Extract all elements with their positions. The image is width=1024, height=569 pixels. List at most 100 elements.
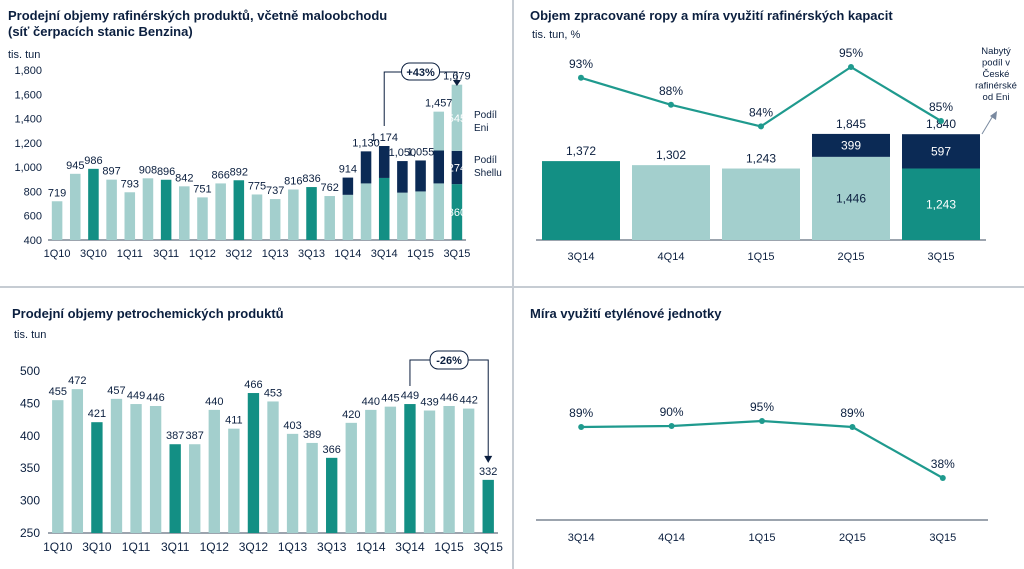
x-tick-label: 3Q15 [929,532,956,544]
bar-value-label: 896 [157,166,175,178]
bar-value-label: 1,457 [425,98,453,110]
segment-label-base: 1,446 [836,191,866,205]
x-tick-label: 3Q11 [153,248,179,260]
bar-base [269,199,281,240]
x-tick-label: 1Q11 [117,248,143,260]
bar-base [433,183,445,240]
x-tick-label: 1Q15 [434,540,464,554]
bar-total-label: 1,302 [656,148,686,162]
utilisation-label: 88% [659,84,683,98]
bar-eni-share [433,111,445,151]
bar-base [215,183,226,240]
y-tick-label: 1,600 [14,89,42,101]
acquisition-note: Nabytý podíl v České rafinérské od Eni [975,46,1017,103]
bar-value [110,398,123,533]
bar-base [722,168,800,240]
bar-shell-share [360,151,372,184]
segment-label-shell: 274 [448,163,466,175]
utilisation-label: 89% [569,406,593,420]
y-tick-label: 450 [20,396,40,410]
bar-value-label: 762 [321,182,339,194]
bar-eni-share [451,84,463,151]
bar-value-label: 897 [102,166,120,178]
y-tick-label: 250 [20,526,40,540]
utilisation-point [848,64,854,70]
y-tick-label: 1,400 [14,114,42,126]
bar-value-label: 389 [303,429,321,441]
bar-eni-acquired [812,133,890,157]
x-tick-label: 4Q14 [658,251,685,263]
bar-value-label: 842 [175,172,193,184]
utilisation-point [758,123,764,130]
growth-badge-text: +43% [406,67,435,79]
bar-shell-share [378,146,390,178]
refinery-sales-chart: 400 600 800 1,000 1,200 1,400 1,600 1,800 719 945… [14,62,502,260]
utilisation-point [939,475,946,481]
bar-value-label: 793 [121,178,139,190]
segment-label-top: 399 [841,138,861,152]
bar-value-label: 453 [264,387,282,399]
bar-value-label: 403 [283,420,301,432]
legend-eni: Podíl Eni [474,110,497,134]
bar-base [902,168,980,240]
x-tick-label: 3Q14 [568,251,595,263]
x-tick-label: 3Q11 [161,540,190,554]
y-tick-label: 500 [20,364,40,378]
bar-value-label: 466 [244,379,262,391]
y-tick-label: 1,200 [14,138,42,150]
x-tick-label: 3Q14 [371,248,398,260]
x-tick-label: 1Q13 [262,248,289,260]
y-tick-label: 800 [24,186,42,198]
bar-value-label: 751 [193,183,211,195]
x-tick-label: 1Q15 [407,248,434,260]
bar-base [397,192,408,240]
decline-badge-text: -26% [436,355,462,367]
crude-processing-title: Objem zpracované ropy a míra využití raf… [530,8,893,23]
refinery-sales-title: Prodejní objemy rafinérských produktů, v… [8,8,508,40]
acquisition-note-arrow [981,113,995,135]
segment-label-base: 1,243 [926,197,956,211]
bar-value-label: 446 [440,392,458,404]
x-tick-label: 3Q13 [298,248,325,260]
bar-value [404,404,416,533]
bar-value-label: 1,130 [352,137,380,149]
bar-value [228,428,240,533]
bar-value-label: 1,050 [389,147,417,159]
bar-value [326,457,338,533]
y-tick-label: 1,800 [14,65,42,77]
bar-value-label: 411 [225,415,243,427]
bar-value-label: 420 [342,409,360,421]
bar-total-label: 1,840 [926,117,956,131]
panel-divider-horizontal [0,286,1024,288]
x-tick-label: 1Q12 [200,540,230,554]
x-tick-label: 1Q13 [278,540,308,554]
bar-value-label: 445 [381,393,399,405]
bar-value [189,444,201,533]
bar-value [365,409,377,533]
x-tick-label: 3Q15 [928,251,955,263]
bar-shell-share [451,150,463,185]
bar-base [342,194,354,240]
bar-value-label: 446 [146,392,164,404]
utilisation-label: 93% [569,57,593,71]
bar-value [267,401,279,533]
utilisation-label: 38% [931,457,955,471]
bar-value [443,405,455,533]
bar-value-label: 455 [49,386,67,398]
x-tick-label: 3Q14 [568,532,595,544]
utilisation-line [581,419,944,479]
panel-divider-vertical [512,0,514,569]
bar-value [345,422,357,533]
bar-value-label: 439 [420,397,438,409]
y-tick-label: 350 [20,461,40,475]
utilisation-label: 89% [840,406,864,420]
x-tick-label: 1Q10 [43,540,73,554]
decline-badge [429,350,469,370]
bar-value-label: 908 [139,164,157,176]
utilisation-point [578,424,585,430]
bar-value [130,404,142,533]
bar-base [360,183,372,240]
bar-base [51,201,63,240]
x-tick-label: 4Q14 [658,532,685,544]
